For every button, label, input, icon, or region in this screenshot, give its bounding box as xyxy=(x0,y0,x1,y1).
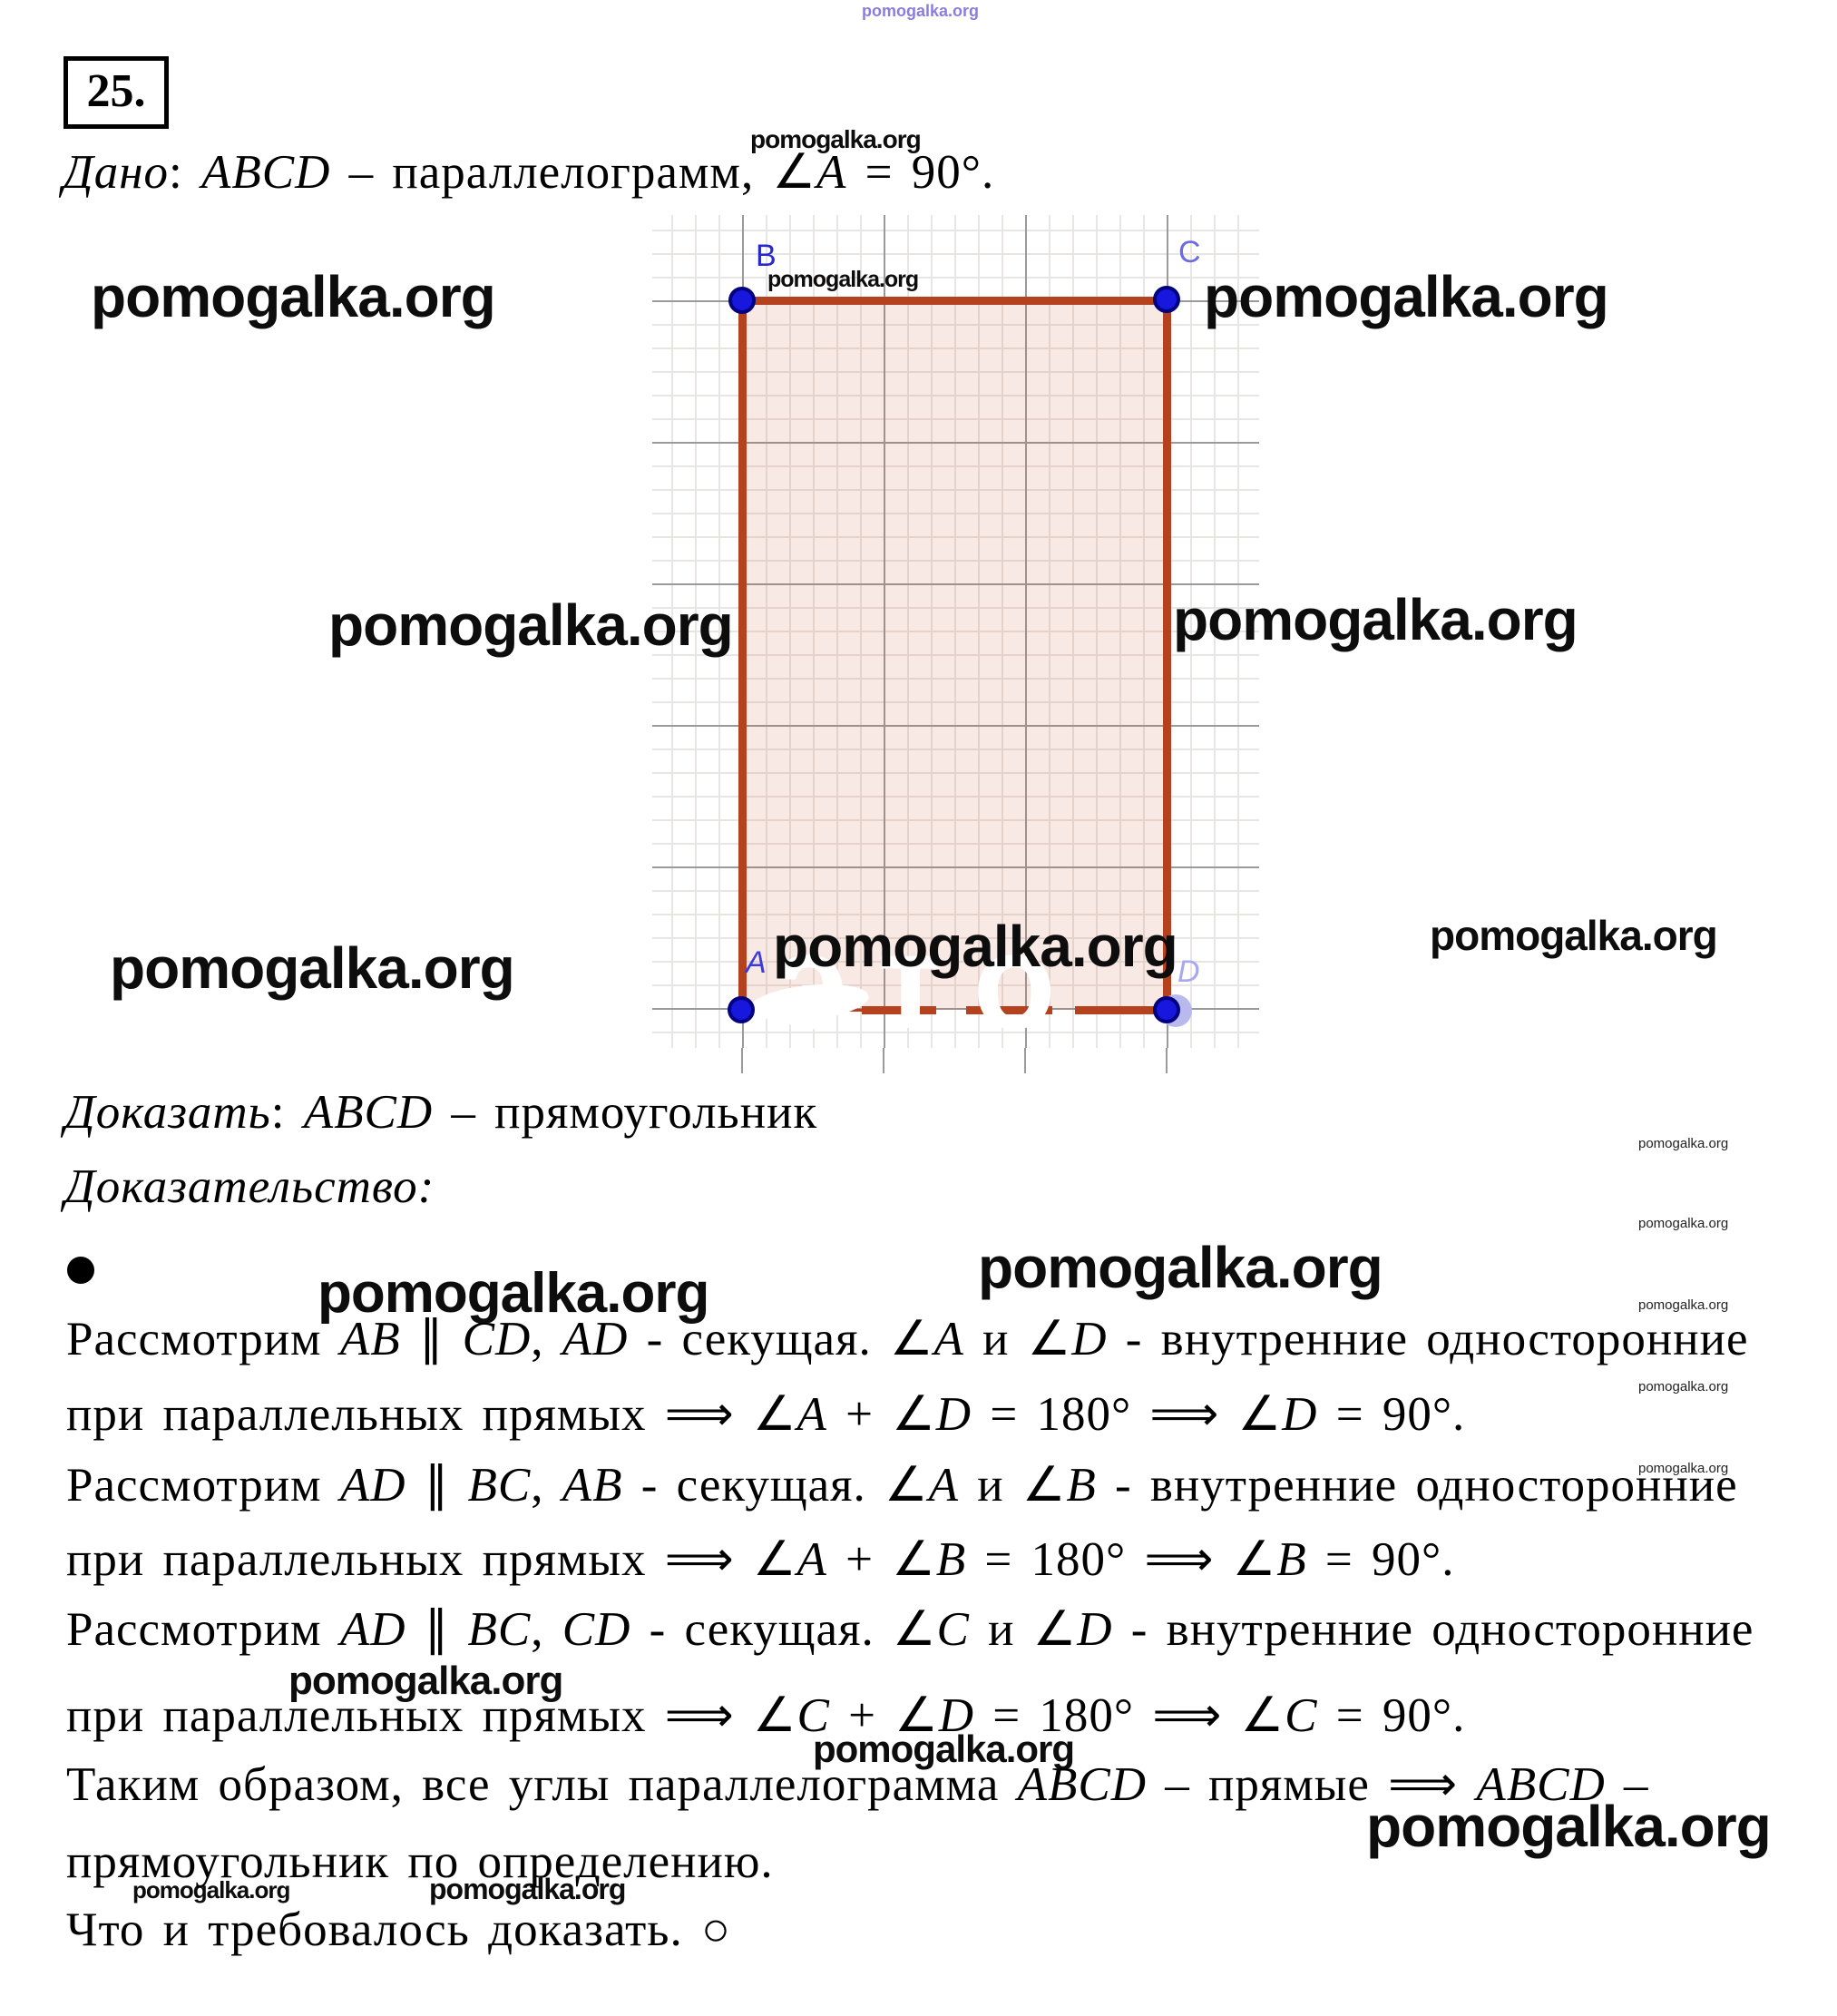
given-line: Дано: ABCD – параллелограмм, ∠A = 90°. xyxy=(63,146,995,199)
edge-ad-segment xyxy=(862,1006,936,1014)
watermark-margin-3: pomogalka.org xyxy=(1638,1297,1729,1313)
watermark-line6-center: pomogalka.org xyxy=(813,1727,1075,1770)
edge-cd xyxy=(1163,297,1171,1014)
proof-line-4: при параллельных прямых ⟹ ∠A + ∠B = 180°… xyxy=(66,1533,1455,1586)
vertex-label-d: D xyxy=(1177,954,1200,989)
watermark-margin-2: pomogalka.org xyxy=(1638,1216,1729,1231)
proof-line-6: при параллельных прямых ⟹ ∠C + ∠D = 180°… xyxy=(66,1689,1466,1742)
watermark-mid-right: pomogalka.org xyxy=(1173,587,1578,652)
watermark-top-center: pomogalka.org xyxy=(862,2,980,20)
watermark-bottom-left: pomogalka.org xyxy=(110,935,515,1001)
vertex-label-b: B xyxy=(756,239,777,273)
edge-bc xyxy=(738,297,1171,305)
prove-line: Доказать: ABCD – прямоугольник xyxy=(64,1086,818,1139)
vertex-label-c: C xyxy=(1178,235,1201,269)
watermark-line6-left: pomogalka.org xyxy=(288,1659,563,1703)
proof-line-7: Таким образом, все углы параллелограмма … xyxy=(66,1758,1649,1811)
watermark-margin-5: pomogalka.org xyxy=(1638,1461,1729,1476)
watermark-proof-right: pomogalka.org xyxy=(978,1235,1383,1300)
proof-line-3: Рассмотрим AD ∥ BC, AB - секущая. ∠A и ∠… xyxy=(66,1459,1738,1512)
watermark-under-b: pomogalka.org xyxy=(767,267,919,292)
watermark-mid-left: pomogalka.org xyxy=(328,592,734,658)
watermark-footer-2: pomogalka.org xyxy=(429,1873,626,1905)
watermark-inside-figure: pomogalka.org xyxy=(773,914,1178,979)
grid-line-stub xyxy=(741,1048,743,1073)
grid-line-stub xyxy=(883,1048,884,1073)
watermark-footer-1: pomogalka.org xyxy=(132,1876,290,1903)
point-d xyxy=(1153,996,1180,1023)
watermark-right-of-figure: pomogalka.org xyxy=(1430,912,1718,959)
point-b xyxy=(728,287,756,314)
point-a xyxy=(728,996,755,1023)
edge-ad-segment xyxy=(966,1006,1052,1014)
watermark-top-left: pomogalka.org xyxy=(91,264,496,329)
problem-number-box: 25. xyxy=(64,56,169,129)
rectangle-fill xyxy=(742,300,1167,1010)
watermark-proof-left: pomogalka.org xyxy=(318,1262,709,1325)
grid-line-stub xyxy=(1166,1048,1168,1073)
point-c xyxy=(1153,286,1180,313)
watermark-top-right: pomogalka.org xyxy=(1204,264,1609,329)
figure-grid xyxy=(652,215,1259,1048)
proof-line-1: Рассмотрим AB ∥ CD, AD - секущая. ∠A и ∠… xyxy=(66,1313,1749,1365)
watermark-margin-4: pomogalka.org xyxy=(1638,1379,1729,1395)
proof-line-5: Рассмотрим AD ∥ BC, CD - секущая. ∠C и ∠… xyxy=(66,1603,1754,1656)
edge-ad-segment xyxy=(1075,1006,1171,1014)
edge-ab xyxy=(738,297,747,1014)
watermark-margin-1: pomogalka.org xyxy=(1638,1136,1729,1151)
watermark-above-angle: pomogalka.org xyxy=(750,125,922,153)
qed-line: Что и требовалось доказать. ○ xyxy=(66,1903,731,1956)
proof-heading: Доказательство: xyxy=(64,1160,435,1213)
proof-line-8: прямоугольник по определению. xyxy=(66,1835,774,1888)
proof-line-2: при параллельных прямых ⟹ ∠A + ∠D = 180°… xyxy=(66,1388,1466,1441)
watermark-bottom-right: pomogalka.org xyxy=(1366,1794,1772,1859)
ghost-watermark-text: это xyxy=(773,905,1087,1057)
grid-line-stub xyxy=(1024,1048,1026,1073)
vertex-label-a: A xyxy=(746,945,767,980)
bullet-marker xyxy=(67,1257,94,1284)
